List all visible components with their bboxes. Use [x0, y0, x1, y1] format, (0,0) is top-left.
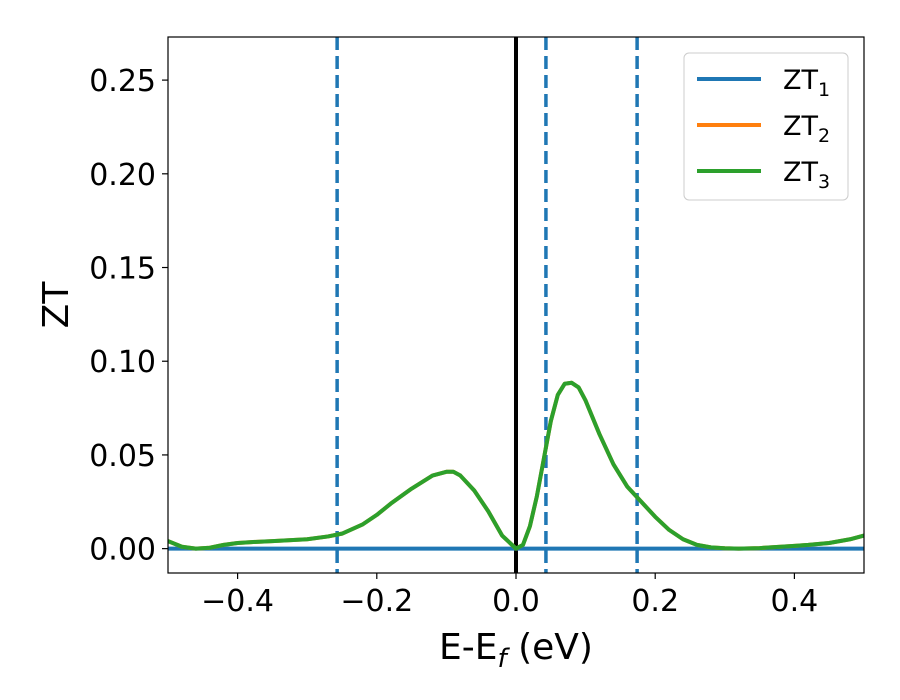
x-tick-label: 0.4 [771, 584, 819, 619]
x-tick-label: −0.4 [201, 584, 274, 619]
series-line-zt3 [168, 380, 864, 551]
y-axis-label: ZT [36, 281, 77, 329]
x-tick-label: 0.0 [492, 584, 540, 619]
y-tick-label: 0.00 [89, 533, 156, 568]
x-tick-label: 0.2 [631, 584, 679, 619]
x-tick-label: −0.2 [340, 584, 413, 619]
legend-label-zt3: ZT3 [783, 157, 830, 193]
x-axis-label: E-Ef (eV) [439, 627, 593, 674]
y-tick-label: 0.25 [89, 64, 156, 99]
y-tick-label: 0.20 [89, 158, 156, 193]
x-axis-label-unit: (eV) [507, 627, 593, 668]
y-tick-label: 0.10 [89, 345, 156, 380]
legend-label-zt1: ZT1 [783, 65, 830, 101]
legend-frame [683, 52, 849, 201]
x-axis-label-main: E-E [439, 627, 497, 668]
legend: ZT1 ZT2 ZT3 [683, 52, 849, 201]
y-tick-label: 0.15 [89, 252, 156, 287]
legend-label-zt2: ZT2 [783, 111, 830, 147]
y-tick-label: 0.05 [89, 439, 156, 474]
